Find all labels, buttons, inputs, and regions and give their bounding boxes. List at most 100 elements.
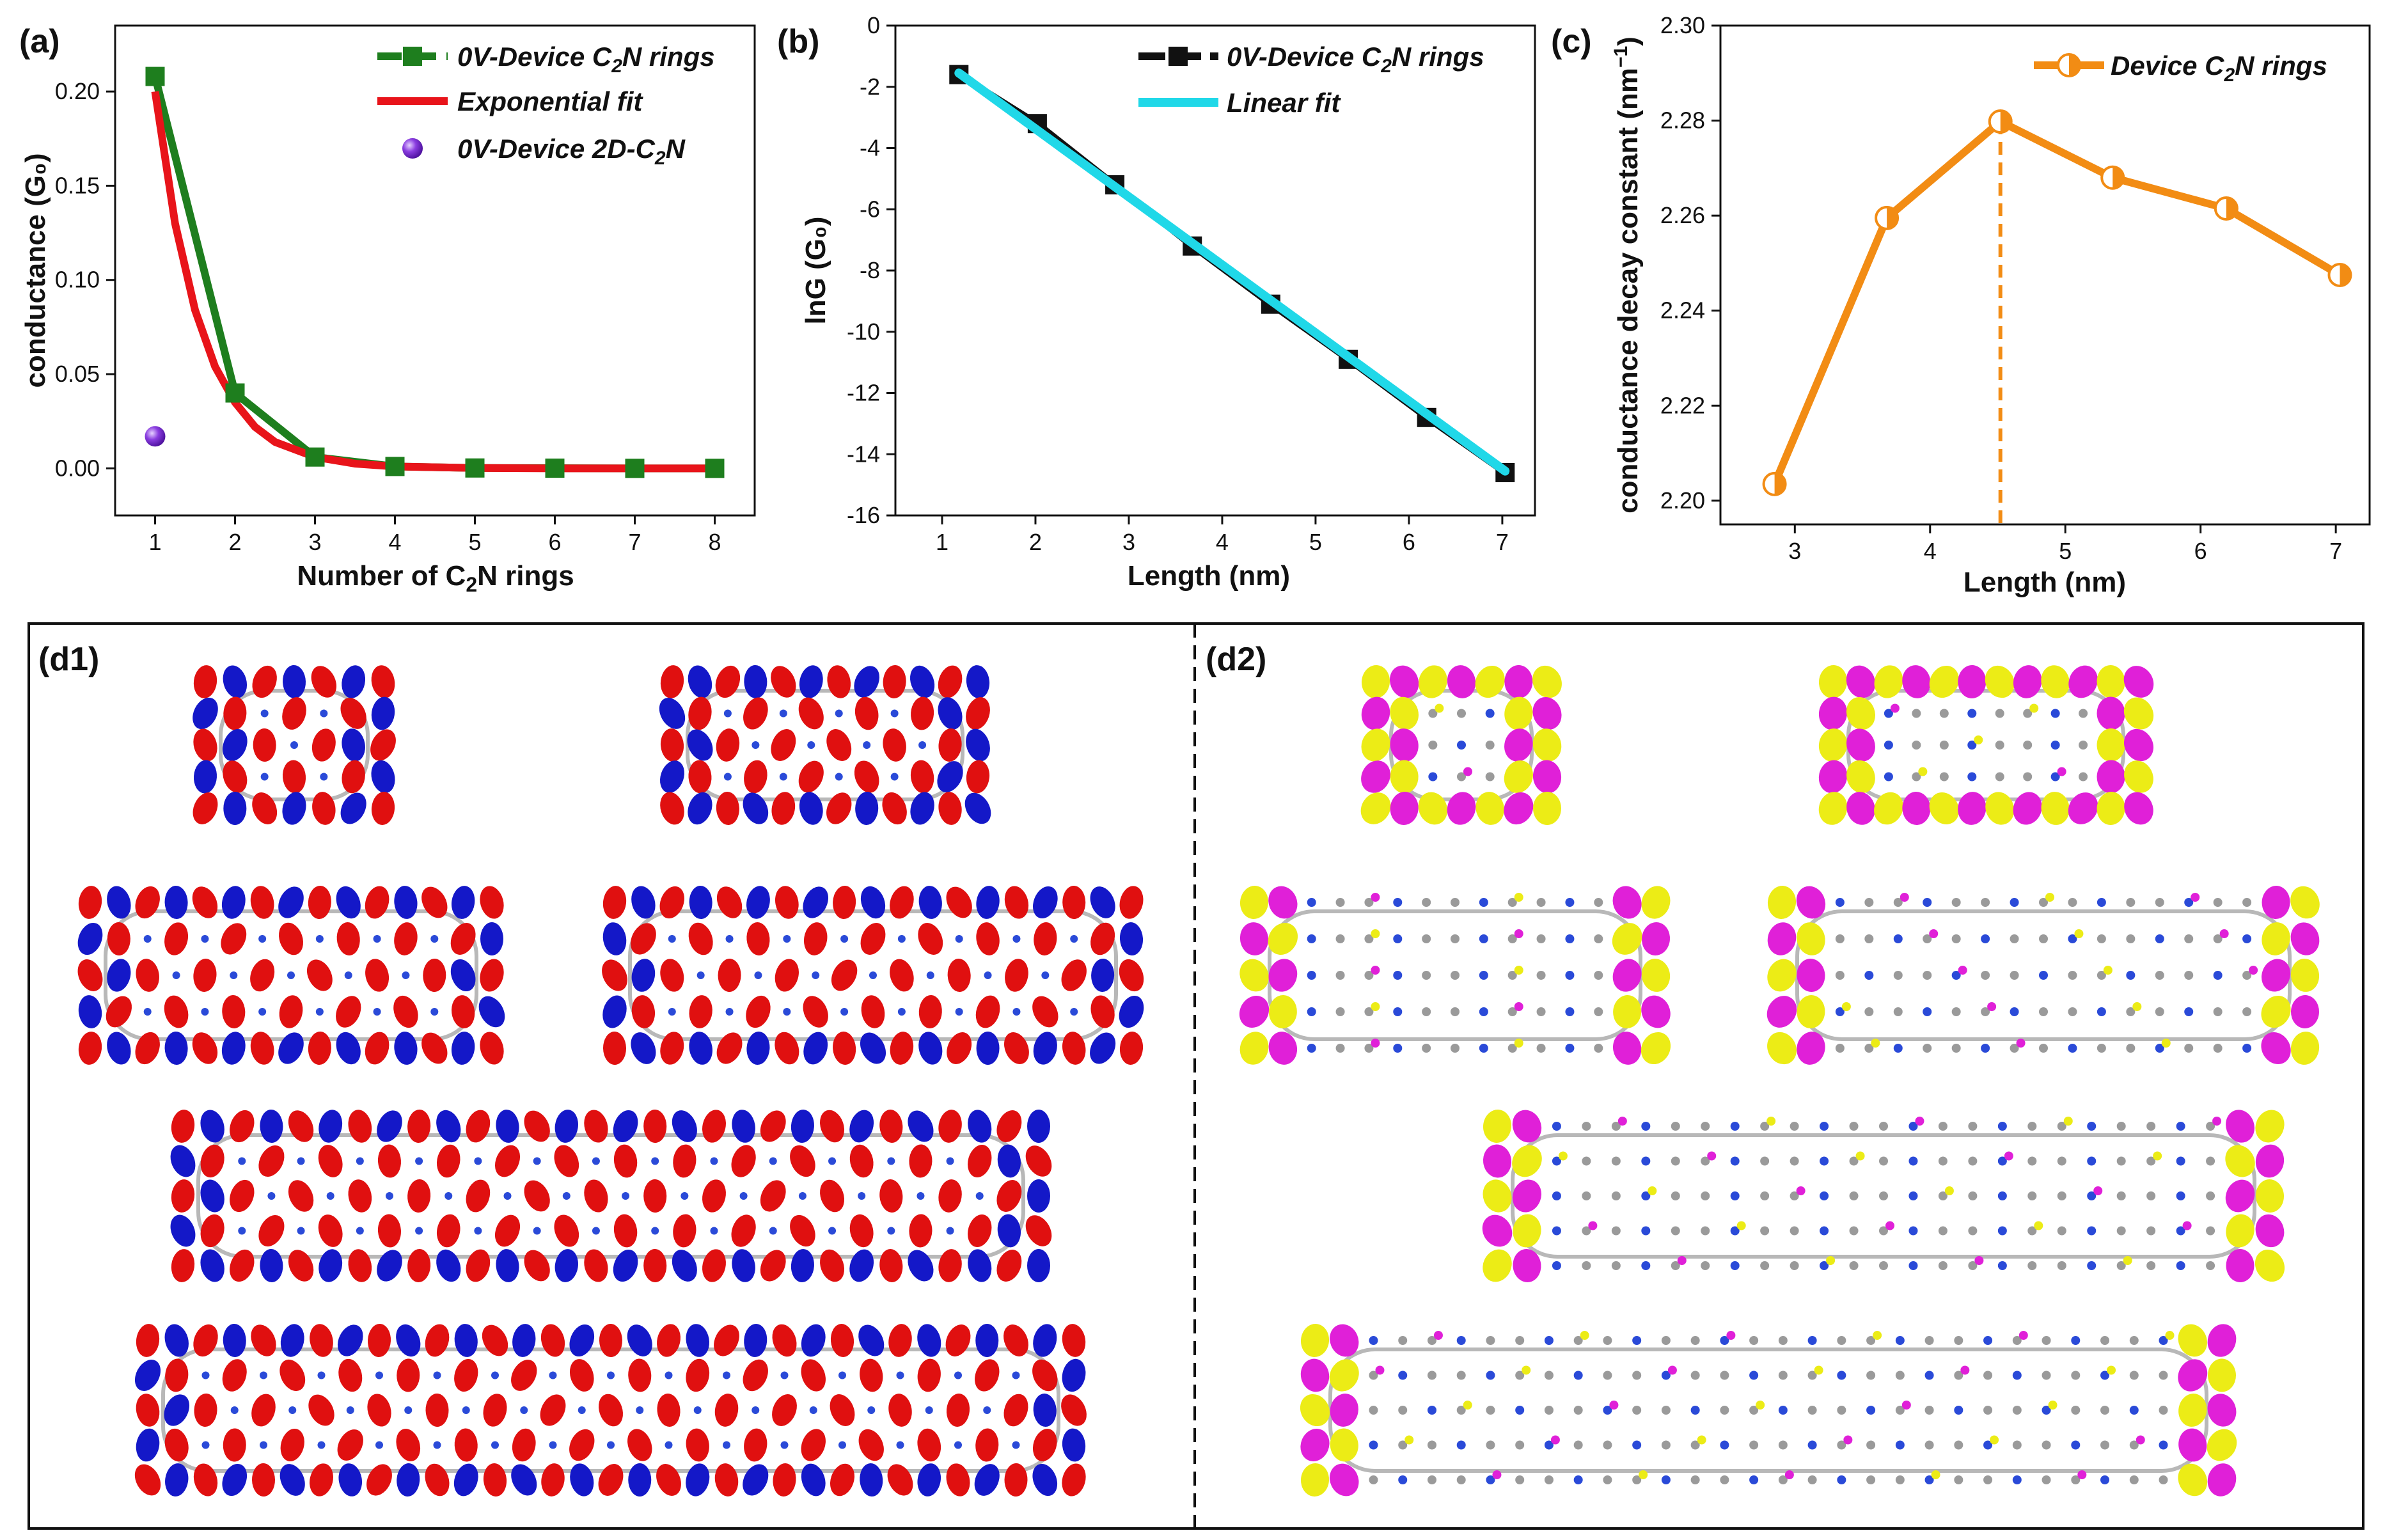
orbital-lobe <box>2097 728 2125 762</box>
orbital-lobe <box>2178 1428 2207 1462</box>
carbon-atom <box>1661 1406 1671 1415</box>
orbital-lobe <box>1004 886 1029 919</box>
orbital-lobe <box>917 1463 941 1497</box>
nitrogen-atom <box>533 1157 541 1165</box>
orbital-lobe <box>282 760 306 794</box>
nitrogen-atom <box>1573 1475 1583 1484</box>
carbon-atom <box>1995 709 2004 718</box>
orbital-lobe <box>393 995 418 1028</box>
orbital-lobe-small <box>1901 1401 1911 1410</box>
orbital-lobe <box>855 792 879 825</box>
orbital-lobe <box>454 1428 478 1462</box>
nitrogen-atom <box>2126 971 2136 980</box>
orbital-lobe <box>494 1145 521 1177</box>
carbon-atom <box>1611 1156 1621 1166</box>
orbital-lobe <box>396 1429 421 1461</box>
nitrogen-atom <box>1908 1156 1918 1166</box>
orbital-lobe <box>2255 1179 2285 1213</box>
carbon-atom <box>1544 1406 1554 1415</box>
carbon-atom <box>1720 1475 1729 1484</box>
orbital-lobe <box>1483 1249 1512 1282</box>
carbon-atom <box>1422 971 1431 980</box>
orbital-lobe <box>1361 696 1390 730</box>
orbital-lobe <box>1846 696 1876 730</box>
nitrogen-atom <box>260 709 269 718</box>
nitrogen-atom <box>2071 1336 2081 1345</box>
nitrogen-atom <box>1997 1261 2007 1270</box>
orbital-lobe <box>2178 1324 2207 1357</box>
carbon-atom <box>2039 1007 2048 1016</box>
nitrogen-atom <box>779 709 787 718</box>
orbital-lobe <box>686 1463 710 1497</box>
orbital-lobe <box>338 1358 363 1392</box>
carbon-atom <box>2097 934 2106 943</box>
orbital-lobe <box>2123 666 2154 698</box>
nitrogen-atom <box>326 1192 334 1200</box>
carbon-atom <box>2155 1007 2164 1016</box>
orbital-lobe <box>1239 959 1269 992</box>
orbital-lobe <box>222 995 246 1028</box>
carbon-atom <box>2039 1044 2048 1053</box>
orbital-lobe <box>555 1110 578 1143</box>
orbital-lobe <box>310 1324 333 1357</box>
orbital-lobe <box>230 1110 255 1143</box>
orbital-lobe <box>602 959 627 991</box>
orbital-lobe <box>1004 1463 1028 1497</box>
orbital-lobe <box>631 886 656 919</box>
nitrogen-atom <box>2155 1044 2164 1053</box>
nitrogen-atom <box>1835 1007 1845 1016</box>
y-tick-label: 0.15 <box>55 172 100 198</box>
carbon-atom <box>1582 1122 1591 1131</box>
orbital-lobe <box>1958 792 1987 825</box>
carbon-atom <box>1893 971 1903 980</box>
orbital-lobe-small <box>1617 1117 1627 1126</box>
orbital-lobe <box>997 1144 1021 1178</box>
nitrogen-atom <box>1908 1191 1918 1200</box>
carbon-atom <box>2213 1044 2223 1053</box>
carbon-atom <box>1749 1440 1759 1450</box>
nitrogen-atom <box>520 1406 528 1414</box>
carbon-atom <box>1879 1261 1888 1270</box>
y-tick-label: -16 <box>847 502 880 528</box>
orbital-lobe <box>1033 886 1058 919</box>
orbital-lobe <box>1447 792 1476 825</box>
x-tick-label: 6 <box>2194 538 2207 564</box>
orbital-lobe <box>833 886 856 919</box>
plot-c-legend: Device C2N rings <box>2034 51 2327 86</box>
carbon-atom <box>1582 1191 1591 1200</box>
nitrogen-atom <box>373 1008 381 1016</box>
carbon-atom <box>1701 1191 1710 1200</box>
orbital-lobe <box>1300 1358 1330 1392</box>
orbital-lobe <box>1119 922 1144 955</box>
orbital-lobe <box>686 1324 710 1357</box>
orbital-lobe <box>731 1145 756 1177</box>
nitrogen-atom <box>373 935 381 943</box>
orbital-lobe <box>1390 760 1419 794</box>
orbital-lobe <box>230 1249 255 1282</box>
orbital-lobe <box>1027 1110 1050 1143</box>
orbital-lobe <box>1482 1214 1513 1247</box>
orbital-lobe <box>310 1463 333 1497</box>
orbital-lobe <box>200 1214 224 1248</box>
carbon-atom <box>2042 1475 2051 1484</box>
nitrogen-atom <box>1565 1044 1575 1053</box>
orbital-lobe <box>336 922 360 955</box>
x-tick-label: 6 <box>548 529 561 555</box>
nitrogen-atom <box>665 1441 673 1449</box>
orbital-lobe <box>1612 886 1642 919</box>
orbital-lobe <box>1929 665 1959 698</box>
plot-c-frame <box>1719 24 2371 526</box>
nitrogen-atom <box>1393 1044 1403 1053</box>
orbital-lobe <box>613 1144 638 1178</box>
carbon-atom <box>2068 971 2077 980</box>
orbital-lobe <box>1818 696 1848 730</box>
orbital-lobe <box>938 1179 962 1213</box>
carbon-atom <box>1486 1406 1495 1415</box>
orbital-lobe <box>1874 792 1903 825</box>
carbon-atom <box>1912 709 1921 718</box>
carbon-atom <box>1912 772 1921 782</box>
nitrogen-atom <box>1486 1475 1495 1484</box>
orbital-lobe <box>1532 728 1562 762</box>
nitrogen-atom <box>317 1371 326 1379</box>
x-tick-label: 1 <box>936 529 948 555</box>
